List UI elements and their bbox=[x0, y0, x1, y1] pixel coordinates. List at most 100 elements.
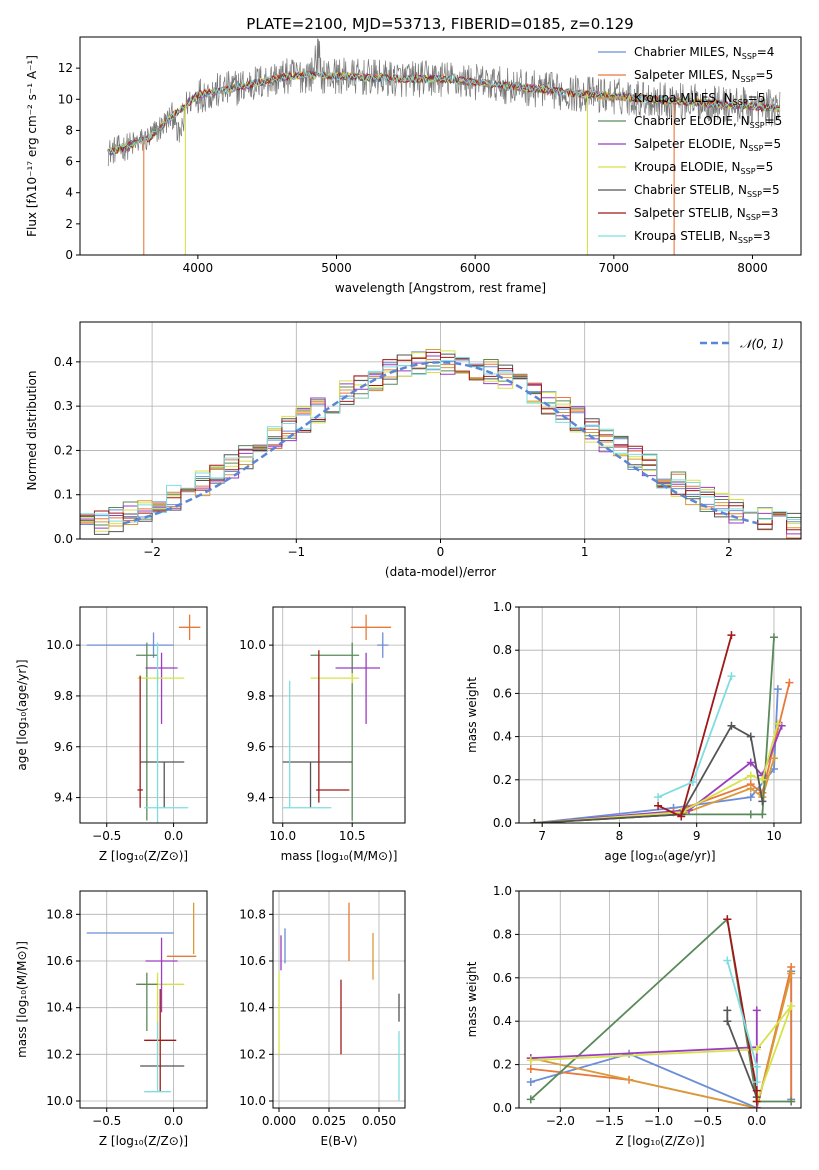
axes-border bbox=[518, 606, 802, 824]
x-tick-label: 0.025 bbox=[312, 1114, 346, 1128]
x-axis-label: E(B-V) bbox=[320, 1134, 357, 1148]
y-axis-label: mass weight bbox=[465, 677, 479, 753]
x-tick-label: 0.000 bbox=[262, 1114, 296, 1128]
data-point-marker bbox=[773, 719, 782, 728]
x-tick-label: 7 bbox=[538, 829, 546, 843]
data-point-chabrier-elodie bbox=[136, 642, 158, 821]
histogram-salpeter-stelib bbox=[80, 351, 801, 539]
y-tick-label: 10.4 bbox=[46, 1001, 73, 1015]
x-tick-label: 10.0 bbox=[269, 829, 296, 843]
x-tick-label: −1.0 bbox=[644, 1114, 673, 1128]
data-point-marker bbox=[723, 1006, 732, 1015]
y-tick-label: 10.4 bbox=[239, 1001, 266, 1015]
y-tick-label: 10.2 bbox=[239, 1047, 266, 1061]
y-tick-label: 0.4 bbox=[493, 730, 512, 744]
axes-frame: 10.0 10.5 9.4 9.6 9.8 10.0 mass [log₁₀(M/M⊙)] bbox=[239, 606, 406, 863]
y-tick-label: 0.4 bbox=[54, 355, 73, 369]
axes-border bbox=[79, 890, 208, 1109]
x-tick-label: 6000 bbox=[460, 261, 491, 275]
data-point-marker bbox=[677, 812, 686, 821]
axes-frame: −0.5 0.0 10.0 10.2 10.4 10.6 10.8 Z [log₁₀(Z/Z⊙… bbox=[15, 890, 208, 1148]
plot-area bbox=[278, 902, 400, 1101]
y-tick-label: 0.4 bbox=[493, 1014, 512, 1028]
x-tick-label: 10 bbox=[766, 829, 781, 843]
legend-entry: Kroupa MILES, NSSP=5 bbox=[634, 91, 765, 107]
legend: Chabrier MILES, NSSP=4 Salpeter MILES, NS… bbox=[598, 45, 782, 245]
plot-area bbox=[530, 631, 794, 823]
model-cutoff-salpeter-miles bbox=[672, 100, 675, 255]
data-point-marker bbox=[526, 1064, 535, 1073]
data-point-marker bbox=[688, 777, 697, 786]
histogram-kroupa-stelib bbox=[80, 356, 801, 539]
legend-entry: Chabrier ELODIE, NSSP=5 bbox=[634, 114, 782, 130]
y-tick-label: 0.6 bbox=[493, 686, 512, 700]
data-point-marker bbox=[785, 678, 794, 687]
y-tick-label: 9.8 bbox=[54, 689, 73, 703]
y-tick-label: 4 bbox=[65, 186, 73, 200]
x-tick-label: 0.0 bbox=[164, 1114, 183, 1128]
panel-mass-weight-vs-Z: −2.0 −1.5 −1.0 −0.5 0.0 0.0 0.2 0.4 0.6 0.8 1.0 Z [… bbox=[465, 884, 802, 1148]
y-tick-label: 10 bbox=[58, 92, 73, 106]
data-point-marker bbox=[752, 1062, 761, 1071]
data-point-marker bbox=[752, 1086, 761, 1095]
y-tick-label: 0.0 bbox=[54, 532, 73, 546]
y-tick-label: 0.8 bbox=[493, 643, 512, 657]
data-point-kroupa-stelib bbox=[144, 1021, 171, 1093]
data-point-marker bbox=[727, 721, 736, 730]
plot-area bbox=[80, 349, 801, 539]
series-kroupa-stelib bbox=[723, 956, 761, 1086]
x-axis-label: (data-model)/error bbox=[385, 565, 496, 579]
y-tick-label: 0 bbox=[65, 248, 73, 262]
axes-border bbox=[79, 36, 802, 256]
data-point-chabrier-stelib bbox=[140, 761, 185, 808]
x-tick-label: −1.5 bbox=[595, 1114, 624, 1128]
data-point-marker bbox=[769, 633, 778, 642]
axes-border bbox=[272, 890, 406, 1109]
model-cutoff-salpeter-miles bbox=[107, 140, 145, 255]
x-tick-label: 10.5 bbox=[339, 829, 366, 843]
data-point-marker bbox=[746, 758, 755, 767]
normal-reference-curve bbox=[122, 361, 759, 525]
series-salpeter-stelib bbox=[654, 631, 736, 821]
panel-mass-weight-vs-age: 7 8 9 10 0.0 0.2 0.4 0.6 0.8 1.0 age [log₁₀(age/yr… bbox=[465, 600, 802, 863]
y-tick-label: 2 bbox=[65, 217, 73, 231]
data-point-salpeter-miles bbox=[350, 614, 392, 641]
data-point-salpeter-stelib bbox=[144, 989, 177, 1092]
data-point-marker bbox=[773, 685, 782, 694]
x-tick-label: 7000 bbox=[599, 261, 630, 275]
x-tick-label: −0.5 bbox=[92, 1114, 121, 1128]
legend-entry: Salpeter STELIB, NSSP=3 bbox=[634, 206, 778, 222]
model-spectra bbox=[107, 69, 781, 156]
x-tick-label: −0.5 bbox=[92, 829, 121, 843]
figure-title: PLATE=2100, MJD=53713, FIBERID=0185, z=0… bbox=[246, 15, 633, 33]
series-kroupa-stelib bbox=[654, 672, 736, 802]
data-point-marker bbox=[723, 915, 732, 924]
plot-area bbox=[86, 902, 197, 1093]
series-line bbox=[530, 1010, 758, 1108]
data-point-marker bbox=[526, 1095, 535, 1104]
y-tick-label: 10.0 bbox=[239, 638, 266, 652]
y-axis-label: mass weight bbox=[465, 961, 479, 1037]
histogram-kroupa-miles bbox=[80, 349, 801, 539]
data-point-marker bbox=[654, 793, 663, 802]
y-tick-label: 10.8 bbox=[239, 907, 266, 921]
model-spectrum-kroupa-stelib bbox=[107, 69, 780, 155]
x-tick-label: 4000 bbox=[183, 261, 214, 275]
data-point-salpeter-elodie bbox=[145, 937, 178, 1013]
x-axis-label: Z [log₁₀(Z/Z⊙)] bbox=[615, 1134, 704, 1148]
panel-mass-vs-Z: −0.5 0.0 10.0 10.2 10.4 10.6 10.8 Z [log₁₀(Z/Z⊙… bbox=[15, 890, 208, 1148]
y-tick-label: 10.6 bbox=[46, 954, 73, 968]
axes-frame: 7 8 9 10 0.0 0.2 0.4 0.6 0.8 1.0 age [log₁₀(age/yr… bbox=[465, 600, 802, 863]
data-point-marker bbox=[746, 771, 755, 780]
plot-area bbox=[107, 38, 781, 255]
axes-border bbox=[518, 890, 802, 1109]
legend-entry: Kroupa ELODIE, NSSP=5 bbox=[634, 160, 773, 176]
data-point-salpeter-miles bbox=[178, 614, 201, 641]
data-point-marker bbox=[526, 1056, 535, 1065]
data-point-marker bbox=[758, 810, 767, 819]
axes-frame: 0.000 0.025 0.050 10.0 10.2 10.4 10.6 10.8 E(B-V… bbox=[239, 890, 406, 1148]
x-axis-label: mass [log₁₀(M/M⊙)] bbox=[281, 849, 398, 863]
y-tick-label: 0.2 bbox=[493, 773, 512, 787]
y-tick-label: 9.4 bbox=[247, 791, 266, 805]
y-tick-label: 10.6 bbox=[239, 954, 266, 968]
